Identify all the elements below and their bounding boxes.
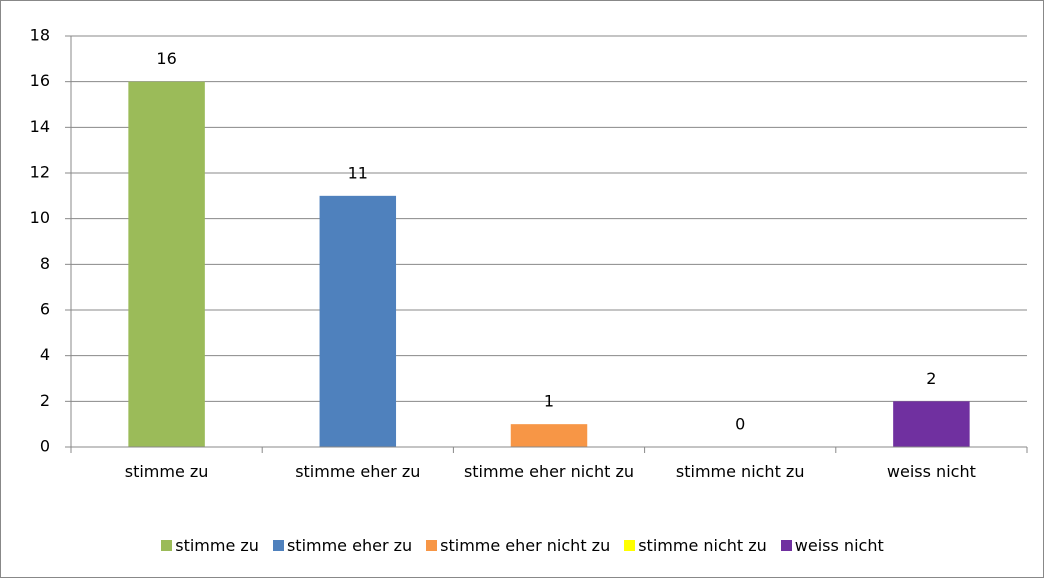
x-tick-label: stimme eher nicht zu xyxy=(463,462,635,481)
y-tick-label: 12 xyxy=(30,163,50,182)
legend-item: stimme eher nicht zu xyxy=(426,536,610,555)
x-tick-label: weiss nicht xyxy=(886,462,976,481)
legend-label: stimme zu xyxy=(175,536,259,555)
y-tick-label: 4 xyxy=(40,345,50,364)
value-label: 0 xyxy=(735,415,745,434)
bar xyxy=(319,195,397,447)
value-label: 16 xyxy=(156,49,176,68)
legend-item: stimme zu xyxy=(161,536,259,555)
legend-swatch xyxy=(161,540,173,551)
legend-swatch xyxy=(426,540,438,551)
y-tick-label: 8 xyxy=(40,254,50,273)
y-tick-label: 16 xyxy=(30,71,50,90)
value-label: 1 xyxy=(544,392,554,411)
y-tick-label: 14 xyxy=(30,117,50,136)
bar xyxy=(510,424,588,447)
legend-item: weiss nicht xyxy=(780,536,884,555)
legend-swatch xyxy=(780,540,792,551)
legend-item: stimme eher zu xyxy=(272,536,413,555)
legend-swatch xyxy=(624,540,636,551)
legend-label: stimme eher nicht zu xyxy=(440,536,611,555)
x-tick-label: stimme eher zu xyxy=(295,462,421,481)
x-tick-label: stimme zu xyxy=(124,462,209,481)
y-tick-label: 6 xyxy=(40,300,50,319)
x-tick-label: stimme nicht zu xyxy=(675,462,805,481)
value-label: 2 xyxy=(926,369,936,388)
y-tick-label: 18 xyxy=(30,26,50,45)
legend-label: stimme eher zu xyxy=(286,536,413,555)
legend-label: weiss nicht xyxy=(794,536,884,555)
y-tick-label: 2 xyxy=(40,391,50,410)
bar xyxy=(893,401,970,447)
legend-label: stimme nicht zu xyxy=(638,536,767,555)
legend: stimme zu stimme eher zu stimme eher nicht… xyxy=(0,536,1045,555)
bar xyxy=(128,81,205,448)
y-tick-label: 10 xyxy=(30,208,50,227)
legend-swatch xyxy=(272,540,284,551)
legend-item: stimme nicht zu xyxy=(624,536,767,555)
y-tick-label: 0 xyxy=(40,437,50,456)
value-label: 11 xyxy=(348,163,368,182)
